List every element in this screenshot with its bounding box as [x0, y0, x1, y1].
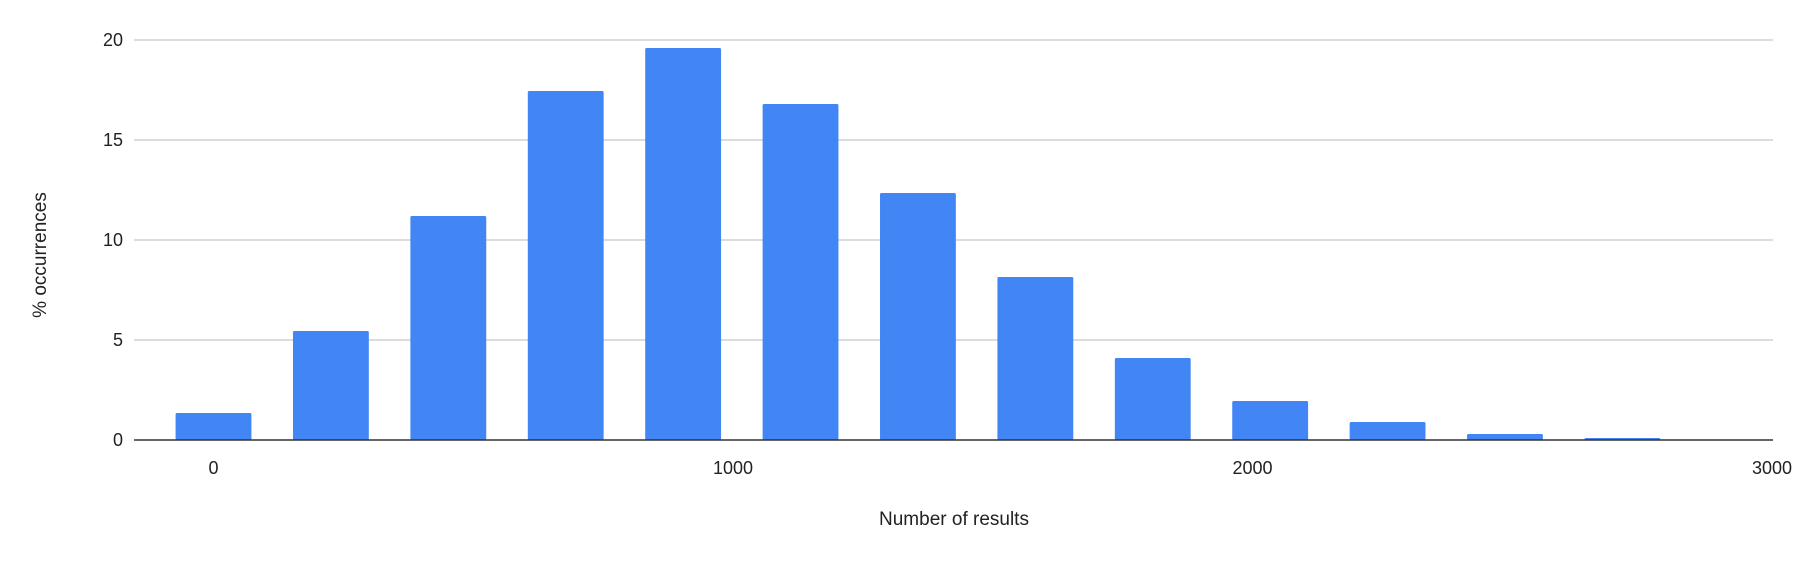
- y-tick-label: 15: [103, 130, 123, 150]
- y-tick-label: 10: [103, 230, 123, 250]
- x-axis-label: Number of results: [879, 509, 1029, 530]
- x-tick-label: 1000: [713, 458, 753, 478]
- bar: [997, 277, 1074, 440]
- bar: [292, 331, 369, 440]
- bar: [1114, 358, 1191, 440]
- y-tick-label: 20: [103, 30, 123, 50]
- bar: [880, 193, 956, 440]
- bar: [1232, 401, 1309, 440]
- x-tick-labels: 0 1000 2000 3000: [208, 458, 1792, 478]
- bar: [175, 413, 252, 440]
- bar: [410, 216, 487, 440]
- x-tick-label: 2000: [1232, 458, 1272, 478]
- y-tick-label: 0: [113, 430, 123, 450]
- y-tick-labels: 0 5 10 15 20: [103, 30, 123, 450]
- bar: [762, 104, 839, 440]
- y-axis-label: % occurrences: [30, 192, 51, 318]
- bar: [527, 91, 604, 440]
- y-tick-label: 5: [113, 330, 123, 350]
- bar: [1467, 434, 1543, 440]
- x-tick-label: 0: [208, 458, 218, 478]
- bar: [1349, 422, 1426, 440]
- bar: [645, 48, 722, 440]
- x-tick-label: 3000: [1752, 458, 1792, 478]
- bars: [175, 48, 1661, 440]
